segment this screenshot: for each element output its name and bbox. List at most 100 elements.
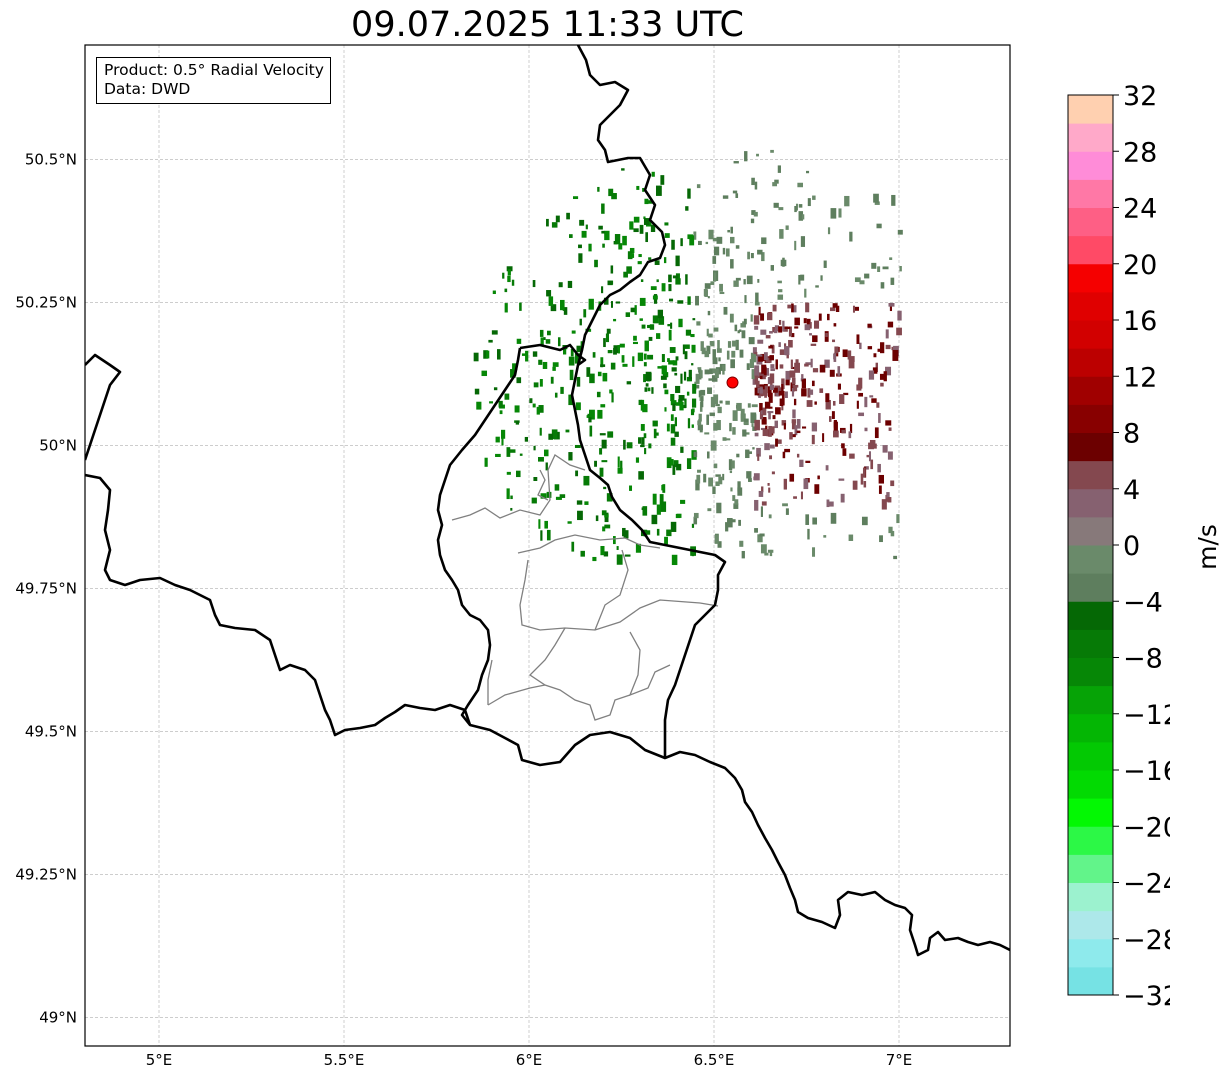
radar-echo-pixel (782, 257, 785, 267)
radar-echo-pixel (839, 394, 845, 404)
y-tick-label: 50°N (39, 436, 77, 454)
radar-echo-pixel (863, 481, 867, 488)
radar-echo-pixel (664, 389, 669, 395)
radar-echo-pixel (840, 493, 845, 503)
radar-echo-pixel (765, 357, 772, 363)
radar-echo-pixel (589, 409, 595, 420)
radar-echo-pixel (506, 266, 513, 272)
radar-echo-pixel (726, 350, 730, 360)
radar-echo-pixel (760, 427, 767, 431)
radar-echo-pixel (715, 474, 721, 477)
radar-echo-pixel (764, 552, 769, 556)
radar-echo-pixel (764, 401, 771, 409)
data-source-label: Data: DWD (104, 80, 191, 98)
radar-echo-pixel (603, 338, 606, 348)
radar-echo-pixel (685, 274, 688, 285)
radar-echo-pixel (868, 370, 875, 380)
radar-echo-pixel (878, 413, 881, 423)
radar-echo-pixel (601, 203, 605, 214)
radar-echo-pixel (778, 342, 781, 347)
radar-echo-pixel (640, 424, 645, 431)
radar-echo-pixel (643, 374, 647, 383)
radar-echo-pixel (722, 364, 725, 375)
radar-echo-pixel (686, 391, 690, 396)
radar-echo-pixel (536, 406, 540, 415)
radar-echo-pixel (552, 366, 556, 371)
radar-echo-pixel (636, 185, 640, 190)
radar-echo-pixel (659, 494, 664, 505)
radar-echo-pixel (782, 320, 785, 332)
radar-echo-pixel (835, 305, 840, 313)
radar-echo-pixel (550, 304, 557, 312)
radar-echo-pixel (854, 277, 861, 283)
colorbar-label: m/s (1193, 524, 1222, 570)
radar-echo-pixel (645, 530, 651, 535)
radar-echo-pixel (655, 185, 662, 196)
radar-echo-pixel (481, 370, 488, 377)
radar-echo-pixel (700, 389, 706, 396)
radar-echo-pixel (704, 290, 708, 297)
radar-echo-pixel (667, 323, 671, 327)
colorbar-tick-label: −24 (1123, 869, 1170, 900)
radar-echo-pixel (643, 407, 648, 411)
radar-echo-pixel (668, 274, 672, 283)
radar-echo-pixel (700, 341, 704, 351)
radar-echo-pixel (474, 388, 480, 395)
radar-echo-pixel (803, 318, 807, 324)
radar-echo-pixel (864, 396, 868, 408)
colorbar-segment (1068, 938, 1113, 968)
radar-echo-pixel (644, 198, 649, 205)
radar-echo-pixel (709, 341, 714, 345)
radar-echo-pixel (812, 547, 816, 557)
canton-border (594, 549, 629, 631)
colorbar-segment (1068, 207, 1113, 237)
radar-echo-pixel (888, 302, 895, 307)
radar-echo-pixel (779, 364, 784, 369)
radar-echo-pixel (849, 423, 853, 434)
canton-border (487, 684, 546, 706)
radar-echo-pixel (630, 253, 635, 258)
radar-echo-pixel (661, 365, 667, 375)
radar-echo-pixel (737, 487, 743, 496)
radar-echo-pixel (762, 429, 769, 437)
radar-echo-pixel (495, 436, 500, 443)
radar-echo-pixel (885, 366, 892, 376)
radar-echo-pixel (830, 307, 836, 312)
radar-echo-pixel (652, 295, 658, 300)
x-tick-label: 5.5°E (324, 1051, 365, 1069)
radar-echo-pixel (504, 303, 508, 313)
radar-echo-pixel (825, 332, 828, 337)
radar-echo-pixel (587, 413, 590, 416)
radar-echo-pixel (610, 362, 616, 370)
radar-echo-pixel (872, 367, 878, 374)
radar-echo-pixel (753, 476, 759, 481)
radar-echo-pixel (719, 283, 723, 292)
radar-echo-pixel (728, 459, 733, 471)
radar-echo-pixel (678, 395, 685, 401)
radar-echo-pixel (830, 512, 837, 524)
radar-echo-pixel (691, 424, 694, 428)
radar-echo-pixel (589, 373, 595, 384)
radar-echo-pixel (842, 349, 848, 358)
radar-echo-pixel (836, 351, 839, 357)
radar-echo-pixel (616, 554, 623, 565)
radar-echo-pixel (691, 408, 695, 413)
radar-echo-pixel (811, 434, 815, 445)
radar-echo-pixel (763, 366, 767, 376)
radar-echo-pixel (760, 329, 767, 335)
radar-echo-pixel (622, 363, 628, 367)
radar-echo-pixel (644, 387, 648, 392)
radar-echo-pixel (697, 469, 701, 473)
radar-echo-pixel (770, 149, 774, 153)
radar-echo-pixel (746, 363, 750, 370)
radar-echo-pixel (727, 518, 733, 528)
x-tick-label: 5°E (146, 1051, 173, 1069)
radar-echo-pixel (640, 444, 645, 448)
radar-echo-pixel (495, 453, 501, 457)
radar-echo-pixel (580, 550, 585, 557)
radar-echo-pixel (713, 246, 720, 256)
radar-echo-pixel (660, 375, 667, 380)
radar-echo-pixel (759, 402, 763, 412)
radar-echo-pixel (768, 392, 773, 403)
radar-echo-pixel (555, 496, 562, 500)
